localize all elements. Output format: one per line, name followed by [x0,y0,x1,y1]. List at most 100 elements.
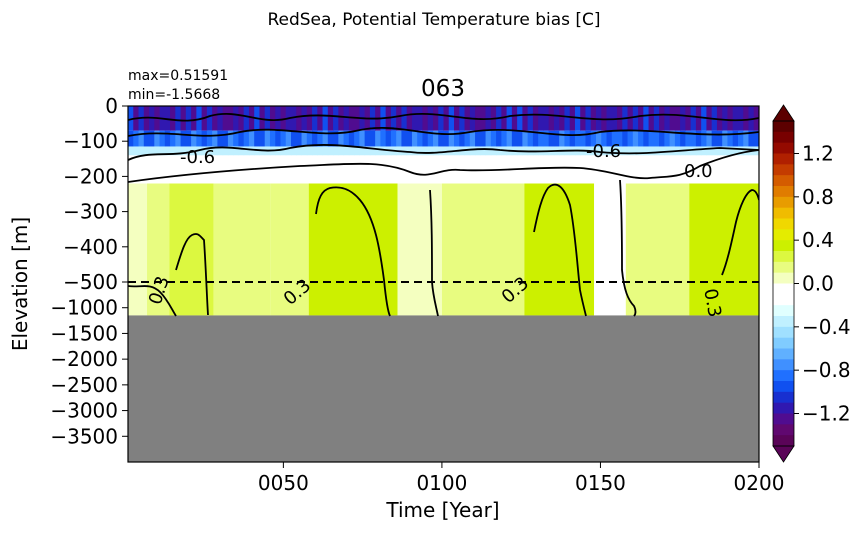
plot-frame [127,105,760,463]
thermocline-cell [643,146,650,156]
colorbar-segment [773,381,794,393]
subsurface-cell [496,130,502,147]
seafloor-mask [128,315,759,462]
thermocline-cell [248,146,255,156]
subsurface-cell [727,130,734,147]
subsurface-cell [175,130,182,147]
contour-label-1: -0.6 [180,147,215,168]
thermocline-cell [348,146,355,156]
surface-cell [669,106,676,131]
surface-cell [333,106,339,131]
colorbar-extend-min [772,445,795,463]
surface-cell [396,106,402,131]
thermocline-cell [653,146,660,156]
colorbar-tick-label: −0.4 [802,315,851,339]
subsurface-cell [401,130,408,147]
y-tick-label: −3500 [50,424,118,448]
heat-transition-1 [147,155,170,184]
y-axis: 0 −100 −200 −300 −400 −500−1000−1500−2000−250… [50,94,128,448]
thermocline-cell [217,146,224,156]
surface-cell [659,106,665,131]
surface-cell [180,106,187,131]
subsurface-cell [411,130,418,147]
subsurface-cell [432,130,439,147]
subsurface-cell [669,130,676,147]
colorbar-segment [773,261,794,274]
subsurface-cell [475,130,481,147]
heat-region-3 [213,183,271,316]
surface-cell [312,106,318,131]
subsurface-cell [695,130,702,147]
surface-cell [517,106,523,131]
thermocline-cell [475,146,481,156]
thermocline-cell [159,146,166,156]
thermocline-cell [737,146,744,156]
x-tick-label: 0100 [416,471,467,495]
thermocline-cell [701,146,707,156]
contour-line-zero [128,149,759,183]
subsurface-cell [590,130,597,147]
subsurface-cell [611,130,618,147]
surface-cell [338,106,345,131]
thermocline-cell [648,146,655,156]
thermocline-cell [280,146,287,156]
subsurface-cell [138,130,145,147]
max-stat: max=0.51591 [128,68,228,84]
subsurface-cell [296,130,303,147]
surface-cell [196,106,203,131]
heat-region-5 [308,183,398,316]
subsurface-cell [559,130,565,147]
surface-cell [301,106,308,131]
surface-cell [443,106,450,131]
subsurface-cell [301,130,308,147]
colorbar-tick-label: −1.2 [802,402,851,426]
thermocline-cell [185,146,192,156]
subsurface-cell [606,130,613,147]
surface-cell [317,106,324,131]
subsurface-cell [569,130,576,147]
surface-cell [695,106,702,131]
contour-line-deep [128,285,177,317]
subsurface-cell [291,130,297,147]
colorbar-segment [773,207,794,219]
surface-cell [243,106,250,131]
thermocline-cell [727,146,734,156]
surface-cell [543,106,550,131]
surface-cell [175,106,182,131]
subsurface-cell [722,130,728,147]
contour-label-3: 0.0 [684,161,713,182]
surface-cell [569,106,576,131]
surface-cell [432,106,439,131]
thermocline-cell [490,146,497,156]
subsurface-cell [632,130,639,147]
thermocline-cell [343,146,350,156]
thermocline-cell [411,146,418,156]
surface-cell [454,106,460,131]
heat-transition-9 [594,155,626,184]
subsurface-cell [464,130,471,147]
thermocline-cell [380,146,387,156]
colorbar-segment [773,142,794,154]
subsurface-cell [638,130,644,147]
subsurface-cell [564,130,571,147]
subsurface-cell [527,130,534,147]
thermocline-cell [632,146,639,156]
colorbar-segment [773,402,794,414]
thermocline-cell [133,146,140,156]
thermocline-cell [601,146,608,156]
y-tick-label: −3000 [50,399,118,423]
y-tick-label: −1000 [50,296,118,320]
x-tick-label: 0050 [258,471,309,495]
surface-cell [680,106,686,131]
surface-cell [559,106,565,131]
thermocline-cell [743,146,749,156]
subsurface-cell [254,130,260,147]
contour-line-pos-0-3-a [175,233,209,316]
subsurface-cell [338,130,345,147]
min-stat: min=-1.5668 [128,87,220,103]
x-axis-label: Time [Year] [385,498,499,522]
x-axis: 0050 0100 0150 0200 [258,462,784,495]
y-tick-label: −400 [63,235,118,259]
subsurface-cell [522,130,529,147]
surface-cell [506,106,513,131]
